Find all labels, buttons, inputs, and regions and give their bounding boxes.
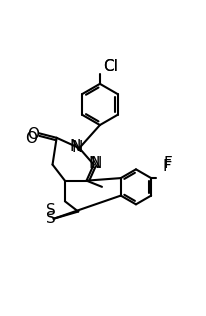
Text: N: N (69, 139, 81, 154)
Text: S: S (46, 211, 56, 226)
Text: F: F (164, 156, 172, 171)
Text: F: F (163, 159, 171, 174)
Text: Cl: Cl (103, 59, 118, 74)
Text: Cl: Cl (103, 59, 118, 74)
Text: N: N (88, 156, 99, 171)
Text: O: O (27, 127, 39, 142)
Text: S: S (46, 203, 55, 218)
Text: N: N (90, 156, 102, 171)
Text: O: O (25, 131, 37, 146)
Text: N: N (71, 140, 83, 155)
